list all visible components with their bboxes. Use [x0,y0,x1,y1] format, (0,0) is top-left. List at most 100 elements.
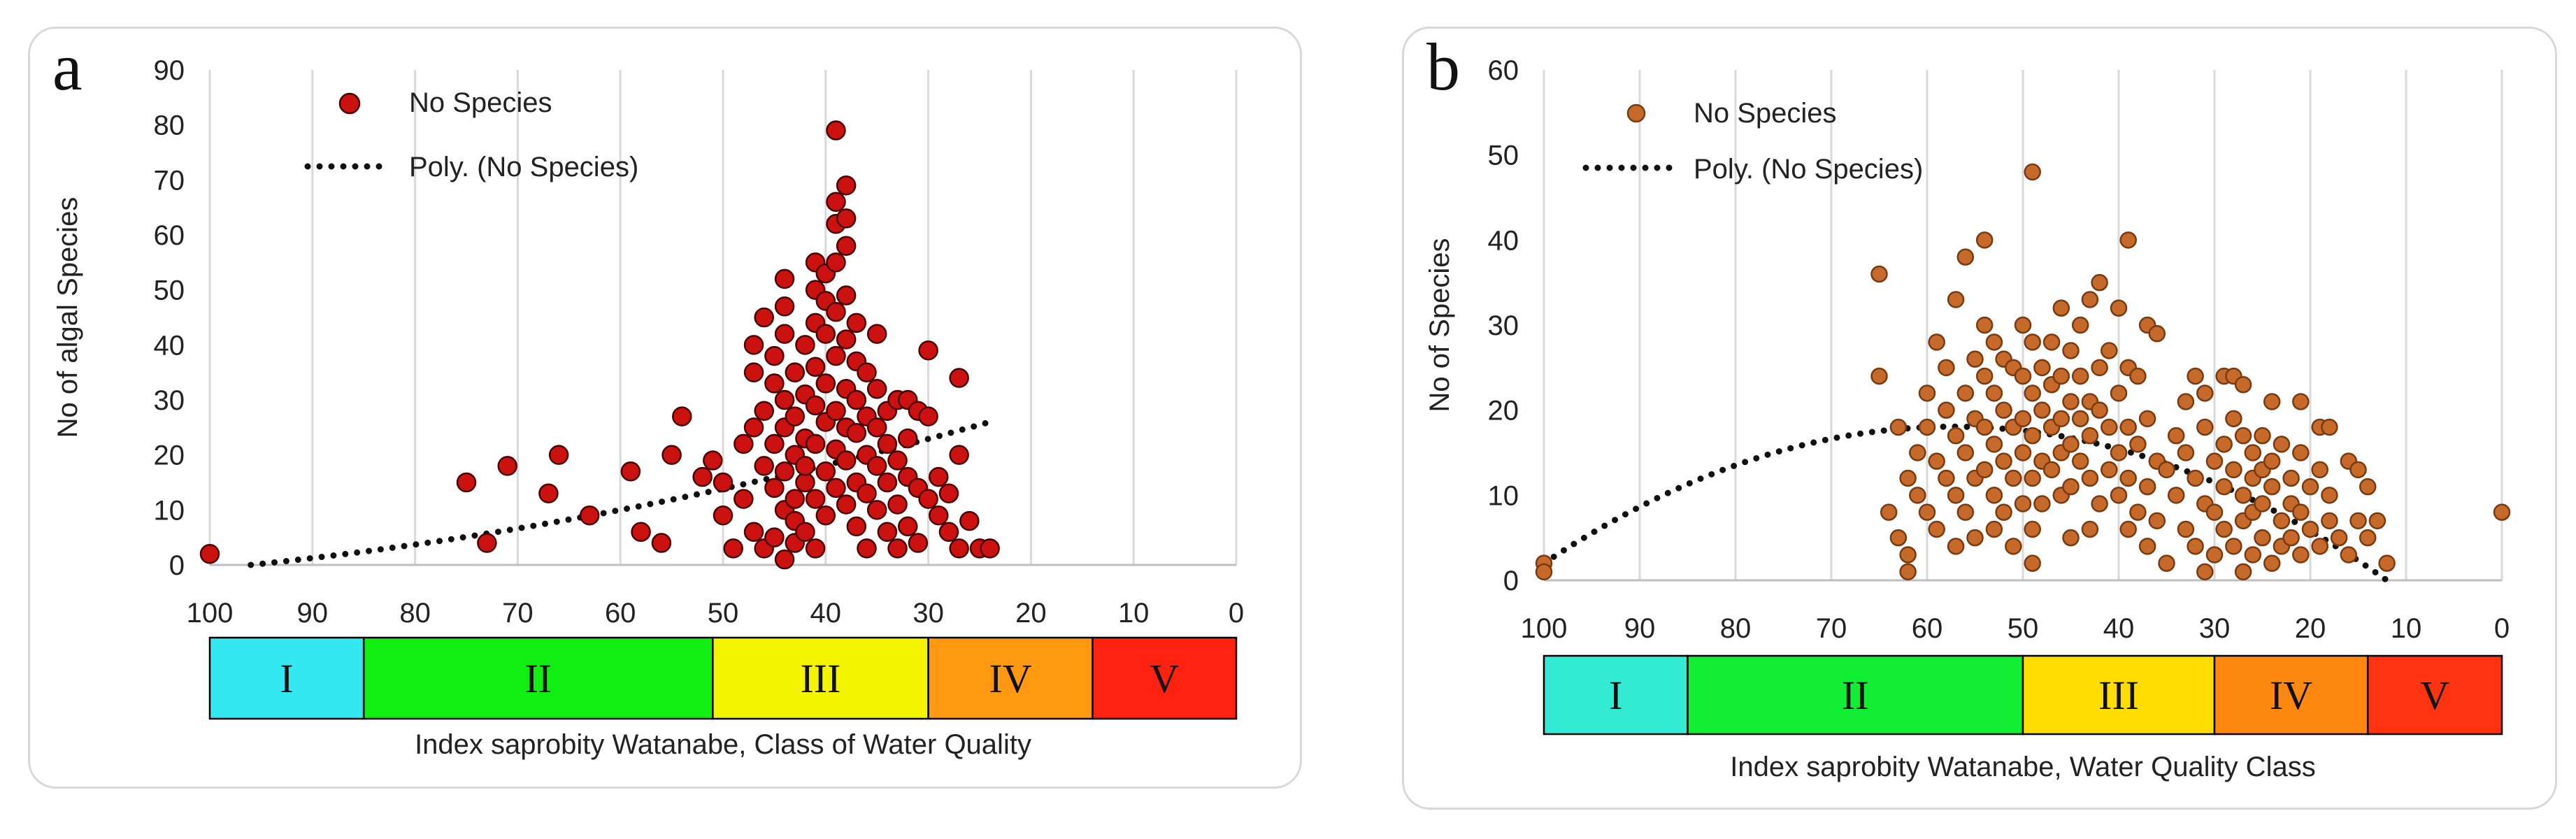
data-point [815,505,836,526]
data-point [857,483,877,503]
data-point [2254,426,2271,445]
data-point [1966,529,1984,547]
data-point [538,483,559,503]
data-point [2177,393,2195,410]
data-point [2148,512,2166,530]
data-point [2129,436,2147,453]
data-point [743,362,764,382]
y-tick-label: 50 [1488,141,1519,171]
quality-class-label: I [280,656,293,701]
data-point [1947,426,1965,445]
data-point [2292,546,2310,564]
x-tick-label: 60 [605,598,636,629]
data-point [887,450,908,471]
data-point [764,527,785,547]
x-tick-label: 100 [187,598,234,629]
data-point [1985,520,2003,538]
data-point [866,417,887,438]
data-point [846,422,867,443]
data-point [2024,426,2041,445]
y-tick-label: 10 [154,495,185,526]
data-point [826,401,846,421]
data-point [2215,478,2233,496]
data-point [2196,385,2214,402]
data-point [1956,444,1975,461]
data-point [805,489,826,509]
data-point [846,516,867,537]
data-point [692,466,713,487]
data-point [631,522,651,543]
data-point [2005,538,2022,555]
data-point [1956,248,1975,266]
data-point [877,522,898,543]
y-tick-label: 20 [154,440,185,471]
data-point [774,549,795,570]
y-tick-label: 60 [1488,55,1519,86]
data-point [826,252,846,273]
data-point [2493,503,2511,521]
data-point [2187,367,2204,385]
data-point [2062,436,2080,453]
data-point [2244,444,2262,461]
data-point [2244,546,2262,564]
data-point [2234,563,2252,581]
data-point [1899,563,1917,581]
data-point [857,538,877,559]
data-point [1975,231,1994,249]
data-point [826,192,846,213]
data-point [672,406,692,426]
data-point [2273,436,2291,453]
data-point [866,379,887,399]
data-point [1985,436,2003,453]
data-point [805,395,826,416]
data-point [1928,334,1945,351]
data-point [2330,529,2348,547]
quality-class-segment [2213,654,2369,736]
x-tick-label: 20 [1015,598,1047,629]
data-point [2187,469,2204,487]
data-point [2081,469,2099,487]
data-point [1909,444,1926,461]
data-point [2263,554,2281,572]
data-point [785,406,806,426]
data-point [2138,538,2156,555]
data-point [887,538,908,559]
legend-marker [338,92,361,115]
data-point [2321,512,2338,530]
data-point [1947,487,1965,504]
data-point [1985,385,2003,402]
data-point [2349,512,2367,530]
data-point [1535,563,1553,581]
data-point [918,340,938,361]
legend-label-trend: Poly. (No Species) [409,152,638,182]
data-point [2205,452,2224,470]
data-point [2205,503,2224,521]
data-point [764,478,785,499]
data-point [2148,324,2166,343]
y-tick-label: 60 [154,220,185,251]
x-tick-label: 10 [1118,598,1150,629]
x-tick-label: 100 [1521,613,1568,644]
data-point [2052,299,2070,317]
data-point [774,461,795,482]
x-tick-label: 80 [1720,613,1752,644]
data-point [2101,418,2118,436]
data-point [2292,393,2310,410]
data-point [2215,520,2233,538]
data-point [2282,529,2300,547]
data-point [836,236,857,256]
data-point [929,505,949,526]
x-tick-label: 40 [810,598,842,629]
data-point [2024,163,2041,181]
quality-class-label: II [1842,673,1869,718]
data-point [2349,461,2367,479]
data-point [2033,359,2051,377]
data-point [980,538,1000,559]
data-point [2110,444,2128,461]
data-point [2062,342,2080,359]
data-point [1947,291,1965,308]
data-point [1918,418,1936,436]
data-point [795,335,815,355]
data-point [815,461,836,482]
data-point [866,324,887,344]
